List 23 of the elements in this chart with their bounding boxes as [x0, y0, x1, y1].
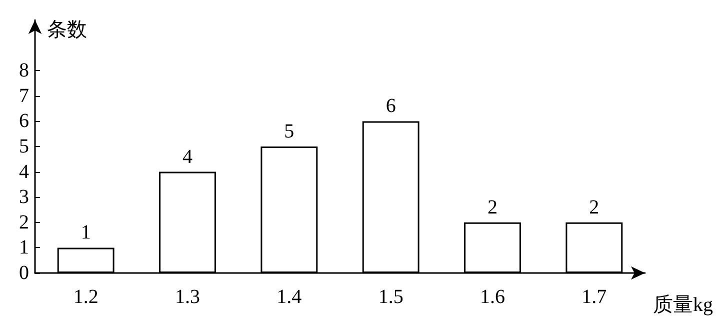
y-tick-label: 4 — [19, 160, 29, 183]
data-label: 2 — [488, 196, 498, 218]
y-tick-label: 0 — [19, 262, 29, 284]
x-tick-label: 1.5 — [378, 286, 404, 308]
x-tick-label: 1.7 — [582, 286, 607, 308]
y-tick-label: 1 — [19, 236, 29, 259]
data-label: 1 — [80, 222, 91, 244]
y-tick-label: 3 — [19, 186, 29, 208]
y-tick-label: 2 — [19, 211, 29, 234]
y-tick-label: 7 — [19, 84, 29, 107]
data-label: 6 — [386, 95, 396, 118]
y-axis-title: 条数 — [47, 19, 87, 41]
data-label: 4 — [182, 146, 192, 168]
x-tick-label: 1.3 — [175, 286, 200, 308]
x-tick-label: 1.4 — [276, 286, 302, 308]
data-label: 2 — [589, 196, 600, 218]
y-tick-label: 8 — [19, 60, 29, 82]
x-tick-label: 1.6 — [480, 286, 505, 308]
data-label: 5 — [284, 120, 294, 142]
x-axis-title: 质量kg — [653, 294, 713, 316]
x-tick-label: 1.2 — [73, 286, 98, 308]
y-tick-label: 6 — [19, 110, 29, 132]
y-tick-label: 5 — [19, 136, 29, 158]
